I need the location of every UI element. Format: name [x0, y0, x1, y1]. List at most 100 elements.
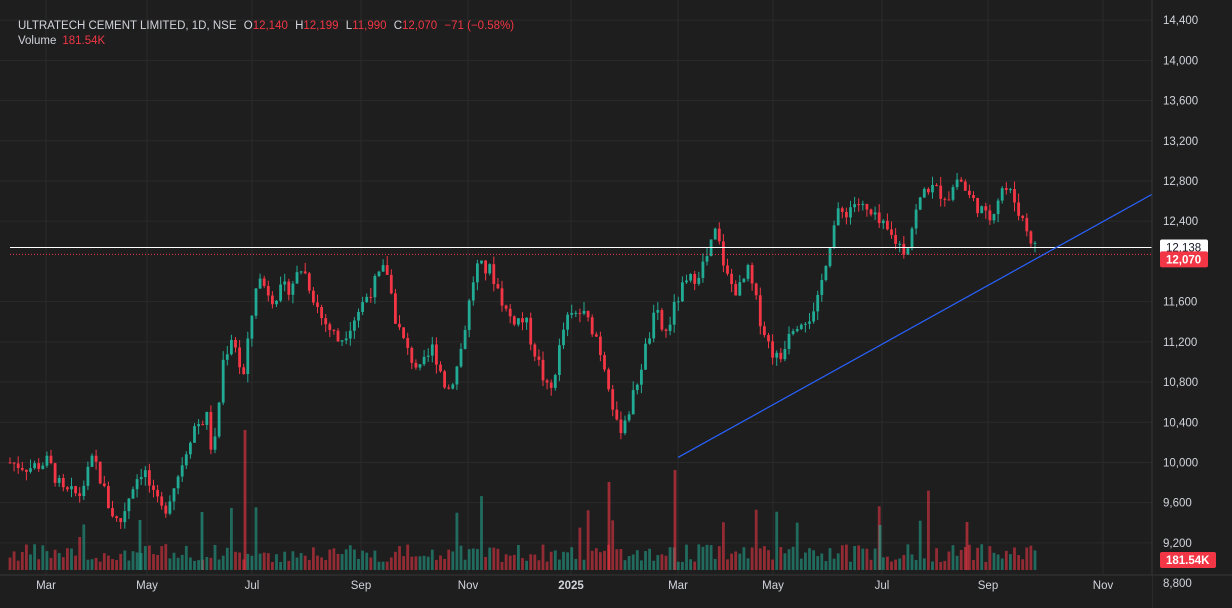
candle-body — [927, 188, 930, 193]
candle-body — [262, 278, 266, 286]
volume-value: 181.54K — [62, 35, 106, 47]
candle-body — [139, 477, 143, 480]
volume-bar — [812, 550, 815, 570]
volume-bar — [205, 556, 209, 570]
candle-body — [881, 220, 885, 224]
volume-bar — [931, 561, 934, 570]
volume-bar — [910, 554, 914, 570]
volume-bar — [353, 549, 356, 570]
candle-body — [279, 284, 282, 301]
volume-bar — [373, 550, 377, 570]
volume-bar — [541, 544, 545, 570]
candle-body — [754, 283, 758, 296]
volume-bar — [570, 547, 574, 570]
volume-bar — [45, 551, 49, 570]
volume-bar — [119, 553, 123, 570]
candle-body — [763, 326, 766, 336]
volume-bar — [955, 555, 959, 570]
volume-bar — [115, 560, 118, 570]
volume-bar — [78, 536, 82, 570]
candle-body — [377, 271, 381, 276]
volume-bar — [1033, 550, 1037, 570]
volume-bar — [1025, 547, 1029, 570]
candle-body — [578, 312, 582, 314]
volume-bar — [566, 552, 569, 570]
candle-body — [389, 274, 393, 294]
candle-body — [98, 461, 102, 484]
volume-bar — [254, 507, 258, 570]
volume-bar — [451, 551, 455, 570]
volume-bar — [804, 552, 807, 570]
volume-bar — [307, 559, 311, 570]
candle-body — [603, 355, 606, 370]
candle-body — [574, 312, 578, 314]
time-axis-panel[interactable] — [0, 575, 1152, 608]
candle-body — [635, 384, 639, 391]
volume-bar — [644, 551, 647, 570]
volume-bar — [1009, 554, 1012, 570]
volume-bar — [287, 560, 291, 570]
volume-bar — [722, 522, 725, 570]
candle-body — [693, 273, 697, 284]
candle-body — [865, 203, 869, 210]
volume-bar — [107, 555, 110, 570]
candle-body — [225, 354, 229, 360]
candle-body — [20, 468, 24, 470]
volume-bar — [664, 555, 668, 570]
volume-bar — [992, 552, 996, 570]
volume-bar — [61, 557, 65, 570]
volume-bar — [197, 560, 200, 570]
candle-body — [74, 486, 77, 494]
volume-bar — [385, 561, 389, 570]
volume-bar — [878, 525, 882, 570]
volume-bar — [828, 548, 832, 570]
volume-bar — [33, 544, 36, 570]
volume-bar — [943, 560, 947, 570]
candle-body — [209, 411, 213, 450]
candle-body — [558, 345, 561, 375]
close-label: C — [393, 20, 403, 32]
candle-body — [488, 264, 492, 274]
candle-body — [611, 389, 615, 410]
candle-body — [631, 390, 635, 415]
volume-bar — [213, 544, 217, 570]
volume-bar — [799, 558, 803, 570]
volume-bar — [988, 546, 992, 570]
candle-body — [668, 324, 672, 331]
candle-body — [447, 387, 451, 389]
volume-bar — [180, 554, 184, 570]
candle-body — [463, 330, 467, 349]
volume-bar — [935, 548, 938, 570]
y-tick-label: 11,600 — [1163, 297, 1197, 309]
volume-bar — [922, 558, 926, 570]
trendline[interactable] — [677, 190, 1159, 458]
candle-body — [750, 265, 754, 284]
volume-bar — [795, 522, 799, 570]
candle-body — [332, 330, 336, 332]
volume-bar — [676, 561, 680, 570]
candle-body — [906, 248, 910, 255]
price-axis-panel[interactable] — [1152, 0, 1232, 608]
volume-bar — [1013, 547, 1016, 570]
volume-bar — [980, 544, 984, 570]
volume-bar — [422, 555, 426, 570]
candle-body — [344, 338, 348, 341]
volume-bar — [402, 556, 405, 570]
volume-bar — [193, 560, 196, 570]
candle-body — [480, 260, 483, 264]
volume-bar — [225, 547, 229, 570]
volume-bar — [16, 560, 20, 570]
candle-body — [681, 282, 684, 302]
volume-bar — [894, 559, 897, 570]
volume-bar — [8, 557, 12, 570]
candle-body — [254, 288, 258, 316]
candle-body — [168, 501, 172, 514]
volume-bar — [328, 549, 332, 570]
volume-bar — [771, 559, 774, 570]
candle-body — [357, 311, 360, 321]
candle-body — [824, 266, 828, 281]
candle-body — [86, 466, 90, 486]
volume-bar — [849, 561, 852, 570]
